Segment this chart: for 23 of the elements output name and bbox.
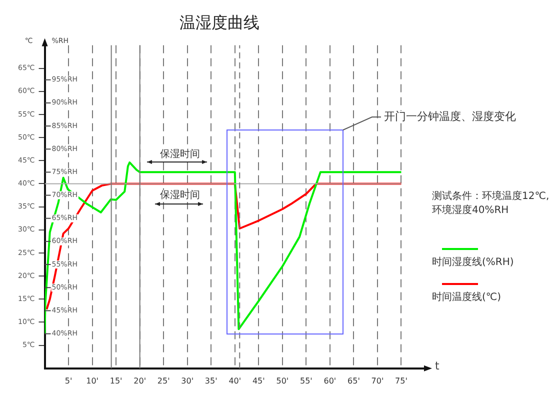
x-tick-label: 35' (204, 376, 218, 386)
x-tick-label: 15' (110, 376, 122, 386)
x-tick-label: 50' (276, 376, 289, 386)
x-tick-label: 65' (348, 376, 360, 386)
x-tick-label: 55' (300, 376, 312, 386)
x-tick-label: 70' (371, 376, 384, 386)
x-axis-title: t (435, 359, 440, 372)
x-tick-label: 30' (181, 376, 194, 386)
x-tick-label: 45' (252, 376, 265, 386)
legend-label: 时间温度线(℃) (432, 292, 502, 303)
annotation: 保湿时间 (159, 149, 201, 161)
x-tick-label: 75' (395, 376, 408, 386)
text: 测试条件：环境温度12℃, 环境湿度40%RH (432, 190, 550, 218)
annotation: 保湿时间 (159, 190, 201, 202)
x-tick-label: 5' (64, 376, 72, 386)
x-tick-label: 20' (134, 376, 146, 386)
annotation: 开门一分钟温度、湿度变化 (383, 110, 517, 123)
x-tick-label: 25' (157, 376, 170, 386)
x-tick-label: 10' (86, 376, 98, 386)
x-tick-label: 60' (324, 376, 336, 386)
legend-label: 时间湿度线(%RH) (432, 257, 514, 268)
x-tick-label: 40' (228, 376, 242, 386)
chart-title: 温湿度曲线 (180, 12, 260, 32)
